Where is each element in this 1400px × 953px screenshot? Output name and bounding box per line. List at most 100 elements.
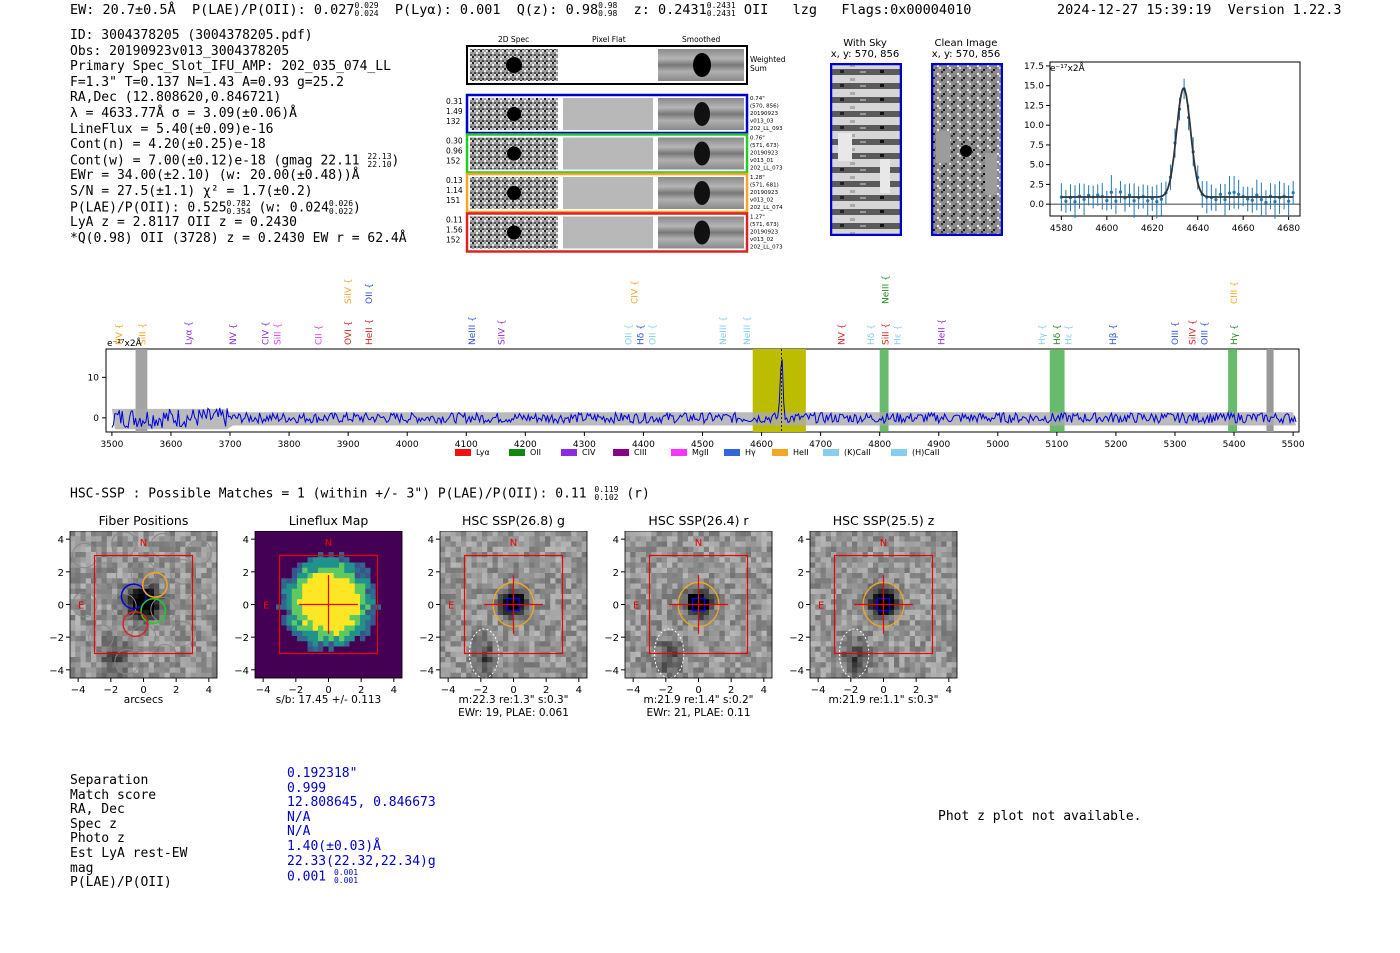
legend-item: CIV — [561, 448, 595, 457]
spectrum-xtick: 5300 — [1164, 440, 1187, 450]
zoom-data-point — [1105, 199, 1109, 203]
hsc-xtick: −2 — [288, 685, 303, 696]
cutout-right-label: 20190923 — [750, 190, 778, 196]
hsc-xtick: 0 — [325, 685, 331, 696]
match-label: Spec z — [70, 816, 117, 832]
hsc-ytick: 4 — [798, 535, 804, 546]
cutout-right-label: (571, 673) — [750, 222, 779, 228]
info-lya: LyA z = 2.8117 OII z = 0.2430 — [70, 215, 297, 231]
zoom-data-point — [1114, 199, 1118, 203]
info-sn: S/N = 27.5(±1.1) χ² = 1.7(±0.2) — [70, 183, 313, 199]
cutout-right-label: v013_02 — [750, 198, 774, 204]
spectral-line-label: SiIV { — [1189, 319, 1199, 345]
hsc-panel-image: N E 4 2 0 −2 −4 −4 −2 0 2 4 — [789, 531, 958, 696]
hsc-panel-image: N E 4 2 0 −2 −4 −4 −2 0 2 4 — [604, 531, 773, 696]
cutout-right-label: 202_LL_073 — [750, 245, 783, 251]
spectrum-ytick: 0 — [93, 414, 99, 424]
photz-message: Phot z plot not available. — [938, 809, 1142, 824]
info-radec: RA,Dec (12.808620,0.846721) — [70, 90, 282, 106]
spectral-line-label: NeIII { — [719, 316, 729, 345]
cutout-right-label: (571, 673) — [750, 143, 779, 149]
east-label: E — [448, 601, 454, 612]
sum-label: Sum — [750, 64, 767, 73]
north-label: N — [140, 538, 147, 549]
cutout-left-label: 0.30 — [446, 137, 463, 146]
clean-image — [931, 63, 1003, 236]
hsc-panel-image: N E 4 2 0 −2 −4 −4 −2 0 2 4 — [49, 531, 218, 696]
cutout-left-label: 1.56 — [446, 226, 463, 235]
zoom-data-point — [1118, 190, 1123, 194]
legend-item: CIII — [613, 448, 647, 457]
zoom-data-point — [1159, 197, 1163, 201]
zoom-data-point — [1064, 199, 1068, 203]
header-z-line: OII — [743, 2, 769, 18]
hsc-ytick: 0 — [58, 601, 64, 612]
spectral-line-label: Hγ { — [1038, 324, 1048, 345]
hsc-ytick: 0 — [428, 601, 434, 612]
spectral-line-label: OIII { — [1201, 321, 1211, 345]
zoom-ytick: 15.0 — [1024, 82, 1044, 92]
zoom-data-point — [1223, 197, 1227, 202]
fiber-circle — [140, 598, 167, 625]
match-value: 0.001 0.001 0.001 — [287, 868, 359, 886]
zoom-data-point — [1218, 192, 1223, 196]
north-label: N — [325, 538, 332, 549]
spectrum-xtick: 3700 — [219, 440, 242, 450]
clean-image-xy: x, y: 570, 856 — [931, 49, 1001, 60]
zoom-data-point — [1287, 199, 1291, 203]
spectral-line-label: SiII { — [273, 323, 283, 345]
spectrum-xtick: 4300 — [573, 440, 596, 450]
hsc-xtick: −4 — [71, 685, 86, 696]
match-labels: Separation Match score RA, Dec Spec z Ph… — [70, 773, 188, 891]
col-2d-spec: 2D Spec — [498, 35, 530, 44]
hsc-xtick: −4 — [441, 685, 456, 696]
fiber-circle — [122, 611, 149, 638]
cutout-right-label: 20190923 — [750, 151, 778, 157]
info-lineflux: LineFlux = 5.40(±0.09)e-16 — [70, 121, 274, 137]
match-label: Est LyA rest-EW — [70, 845, 188, 861]
spectral-line-label: OII { — [365, 283, 375, 304]
cutout-right-label: 202_LL_073 — [750, 166, 783, 172]
clean-image-title: Clean Image — [934, 38, 998, 49]
cutout-right-label: v013_01 — [750, 158, 774, 164]
cutout-right-label: v013_03 — [750, 119, 774, 125]
spectrum-xtick: 4500 — [691, 440, 714, 450]
spectral-line-label: OVI { — [344, 321, 354, 345]
zoom-ytick: 10.0 — [1024, 121, 1044, 131]
spectral-line-label: SiIV { — [498, 319, 508, 345]
header-plae: P(LAE)/P(OII): 0.027 — [191, 2, 355, 18]
north-label: N — [510, 538, 517, 549]
hsc-xtick: −2 — [103, 685, 118, 696]
spectrum-xtick: 3500 — [100, 440, 123, 450]
spectrum-xtick: 3600 — [160, 440, 183, 450]
east-label: E — [818, 601, 824, 612]
zoom-data-point — [1237, 192, 1241, 196]
header-flags: Flags:0x00004010 — [841, 2, 972, 18]
legend-item: (H)CaII — [891, 448, 939, 457]
header-right: 2024-12-27 15:39:19 Version 1.22.3 — [1057, 2, 1342, 18]
hsc-xtick: −2 — [843, 685, 858, 696]
cutout-right-label: (570, 856) — [750, 104, 779, 110]
hsc-ytick: −2 — [234, 633, 249, 644]
hsc-ytick: 0 — [243, 601, 249, 612]
header-version: Version 1.22.3 — [1227, 2, 1342, 18]
zoom-ytick: 0.0 — [1030, 200, 1045, 210]
line-band — [879, 349, 889, 432]
hsc-xtick: −4 — [811, 685, 826, 696]
match-value: 0.192318" — [287, 766, 358, 781]
search-box — [93, 554, 194, 655]
zoom-ytick: 2.5 — [1030, 180, 1044, 190]
legend-item: Lyα — [455, 448, 490, 457]
with-sky-image — [830, 63, 902, 236]
zoom-ytick: 7.5 — [1030, 141, 1044, 151]
zoom-data-point — [1273, 199, 1277, 204]
cutout-left-label: 0.96 — [446, 147, 463, 156]
hsc-panel-title: HSC SSP(26.8) g — [462, 513, 565, 528]
info-ewr: EWr = 34.00(±2.10) (w: 20.00(±0.48))Å — [70, 168, 360, 184]
spectral-line-label: Hδ { — [1053, 324, 1063, 345]
match-value: 1.40(±0.03)Å — [287, 838, 381, 854]
spectral-line-label: SiII { — [139, 323, 149, 345]
info-obs: Obs: 20190923v013_3004378205 — [70, 43, 290, 59]
